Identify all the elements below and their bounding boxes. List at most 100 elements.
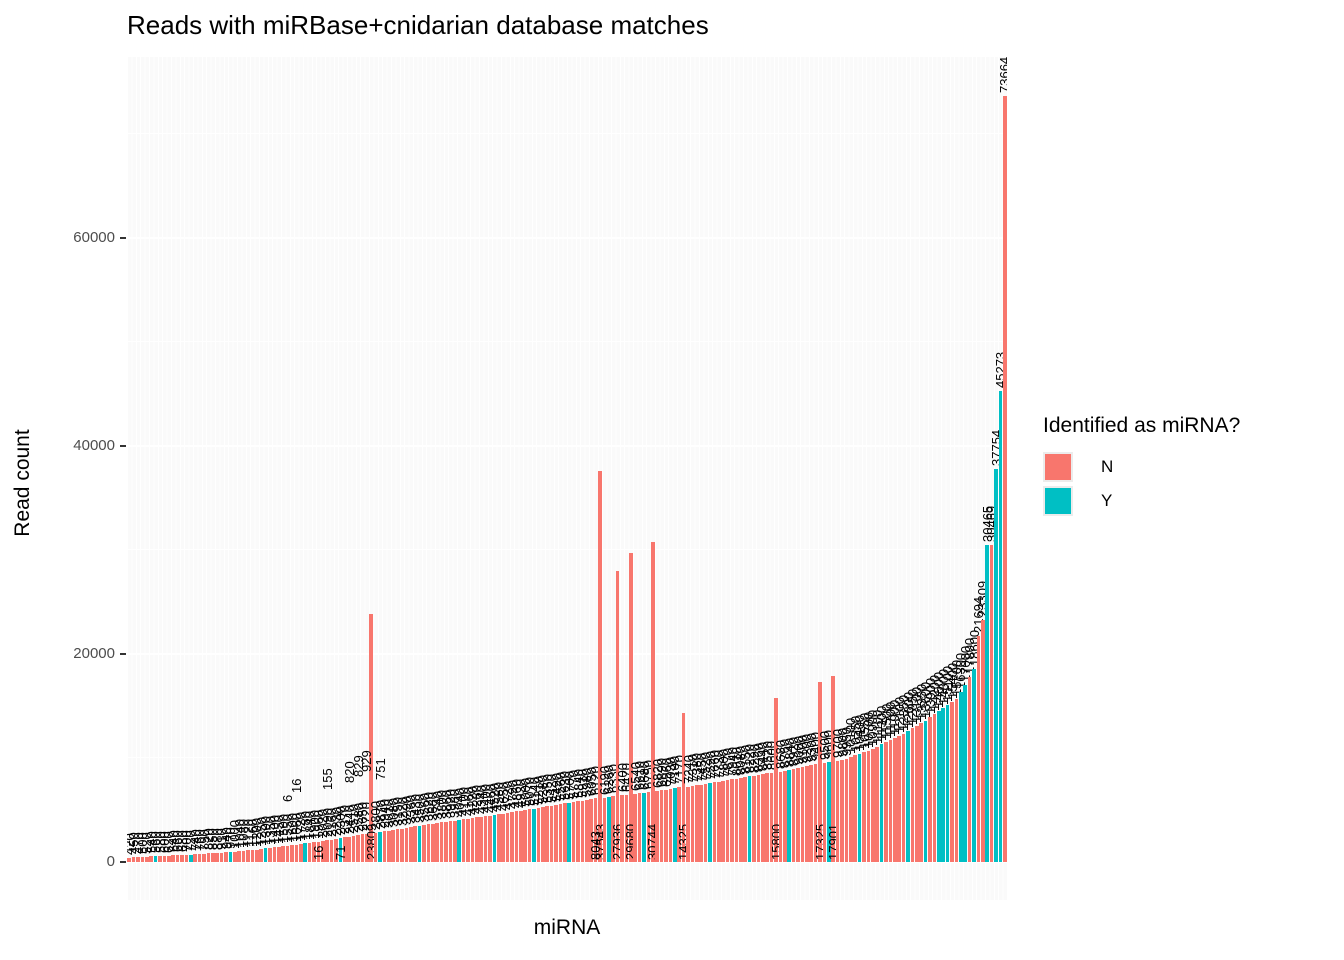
bar [307, 842, 312, 862]
bar [752, 775, 756, 862]
bar [972, 668, 976, 862]
bar [167, 855, 171, 862]
bar [233, 851, 237, 862]
y-tick-label: 0 [106, 853, 115, 870]
bar [646, 791, 651, 862]
bar [844, 758, 849, 862]
bar [884, 742, 888, 862]
bar [659, 790, 664, 862]
bar [356, 835, 360, 862]
gridline-major [127, 652, 1007, 655]
bar [602, 797, 607, 862]
bar [536, 807, 541, 862]
bar [334, 838, 338, 862]
bar [796, 768, 800, 862]
bar [598, 471, 602, 862]
bar [765, 773, 769, 862]
bar [153, 856, 158, 862]
bar [655, 791, 659, 862]
bar [501, 813, 505, 862]
bar [1003, 95, 1007, 862]
legend-label-y: Y [1101, 491, 1113, 510]
bar-value-label: 8043 [588, 831, 604, 860]
bar [448, 821, 453, 862]
bar [686, 786, 690, 862]
legend-title: Identified as miRNA? [1043, 414, 1241, 437]
bar [743, 777, 747, 862]
bar [316, 841, 321, 862]
bar [734, 778, 739, 862]
bar [695, 785, 699, 862]
bar [413, 826, 417, 862]
y-tick-mark [120, 444, 126, 447]
y-tick-label: 60000 [73, 228, 115, 246]
bar [611, 796, 615, 862]
bar [853, 755, 857, 862]
bar [888, 740, 893, 862]
y-tick-label: 20000 [73, 644, 115, 662]
bar [998, 391, 1003, 862]
bar [589, 799, 593, 862]
bar [312, 842, 316, 862]
bar [712, 782, 717, 862]
y-tick-mark [120, 652, 126, 655]
bar [954, 698, 959, 862]
bar [699, 784, 703, 862]
bar [360, 834, 365, 862]
bar [250, 849, 255, 862]
bar [593, 798, 598, 862]
gridline-minor [127, 757, 1007, 759]
legend-key-tile [1043, 452, 1073, 482]
bar [805, 766, 809, 862]
bar [721, 780, 725, 862]
y-tick-mark [120, 861, 126, 863]
bar [523, 809, 527, 862]
bar [690, 785, 695, 862]
bar [127, 857, 131, 862]
bar [514, 811, 519, 862]
bar [532, 808, 536, 862]
bar [475, 817, 479, 862]
bar [871, 748, 875, 862]
gridline-major [127, 444, 1007, 447]
bar [664, 789, 668, 862]
bar [923, 720, 928, 862]
bar [325, 840, 329, 862]
bar [505, 812, 510, 862]
bar [906, 730, 910, 862]
bar [840, 760, 844, 862]
bar-value-label: 6 [280, 794, 296, 802]
bar [457, 819, 461, 862]
bar [756, 775, 761, 862]
bar [136, 857, 140, 862]
legend-key-tile [1043, 486, 1073, 516]
bar [901, 733, 906, 862]
bar [879, 744, 884, 862]
bar [681, 712, 686, 862]
bar [976, 636, 981, 862]
bar-value-label: 155 [319, 768, 335, 791]
bar [453, 820, 457, 862]
y-tick-label: 40000 [73, 436, 115, 454]
bar [347, 836, 351, 862]
bar [321, 841, 325, 862]
bar [637, 793, 642, 862]
bar [624, 794, 629, 862]
bar [910, 728, 915, 862]
gridline-major [127, 861, 1007, 863]
bar [228, 851, 233, 862]
bar [866, 750, 871, 862]
bar [162, 855, 167, 862]
bar [747, 776, 752, 862]
bar [215, 852, 219, 862]
bar [246, 850, 250, 862]
bar [492, 814, 497, 862]
bar [211, 853, 215, 862]
bar [554, 804, 558, 862]
bar-value-label: 751 [372, 758, 388, 781]
bar [202, 853, 206, 862]
bar [241, 850, 246, 862]
bar [774, 697, 778, 862]
bar [818, 681, 822, 862]
